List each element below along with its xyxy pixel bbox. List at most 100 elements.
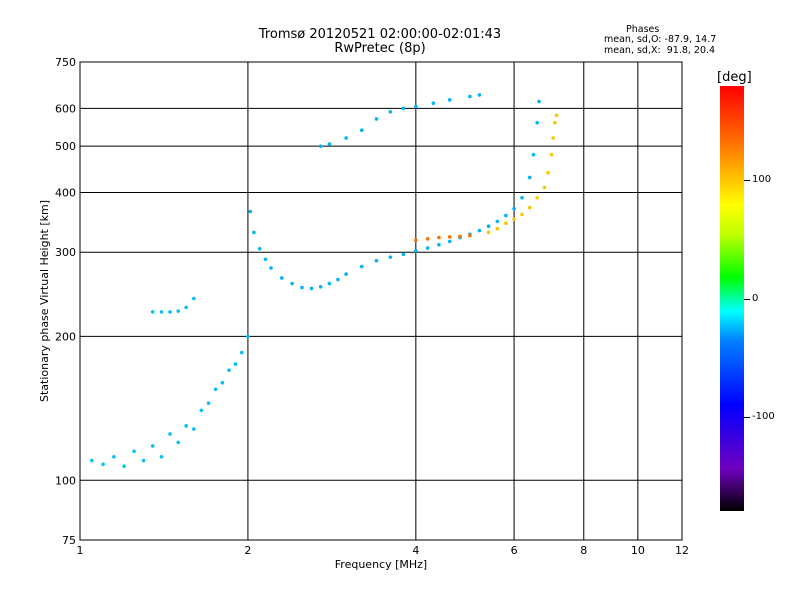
data-point (520, 212, 524, 217)
data-point (192, 296, 196, 301)
data-point (477, 228, 482, 233)
data-point (401, 106, 406, 111)
x-tick-label: 12 (675, 544, 689, 557)
data-point (248, 209, 253, 214)
plot-grid (80, 62, 682, 540)
data-point (176, 309, 181, 313)
data-point (359, 128, 364, 132)
data-point (414, 238, 418, 242)
data-point (549, 152, 554, 157)
data-point (486, 224, 491, 229)
data-point (159, 310, 164, 314)
phases-o-stats: mean, sd,O: -87.9, 14.7 (604, 34, 717, 45)
data-point (437, 235, 441, 240)
data-point (374, 258, 379, 263)
data-point (531, 152, 536, 157)
data-point (437, 242, 441, 247)
x-tick-label: 2 (244, 544, 251, 557)
phases-x-stats: mean, sd,X: 91.8, 20.4 (604, 45, 716, 56)
y-tick-label: 100 (55, 474, 76, 487)
data-point (168, 310, 172, 314)
data-point (425, 246, 430, 250)
data-point (132, 449, 136, 454)
y-tick-label: 200 (55, 330, 76, 343)
data-point (176, 440, 181, 445)
data-point (504, 221, 508, 226)
colorbar-tick-label: 100 (752, 174, 772, 186)
data-point (318, 284, 323, 289)
y-axis: 75 100 200 300 400 500 600 750 (55, 56, 76, 547)
data-point (206, 401, 211, 405)
data-point (150, 444, 155, 448)
data-point (495, 219, 500, 224)
data-point (504, 213, 508, 218)
data-point (184, 305, 188, 310)
x-tick-label: 10 (631, 544, 645, 557)
colorbar-tick-label: -100 (752, 410, 775, 422)
data-point (537, 99, 541, 104)
data-point (290, 281, 294, 286)
colorbar-tick (744, 416, 750, 418)
data-point (90, 458, 94, 463)
y-tick-label: 750 (55, 56, 76, 69)
data-point (527, 175, 532, 180)
x-tick-label: 1 (77, 544, 84, 557)
data-point (150, 310, 155, 314)
data-point (554, 113, 559, 118)
y-tick-label: 75 (62, 534, 76, 547)
data-point (101, 462, 105, 467)
colorbar-tick (744, 180, 750, 182)
data-point (546, 170, 550, 175)
y-tick-label: 300 (55, 246, 76, 259)
data-point (447, 98, 452, 102)
data-point (220, 380, 225, 385)
data-point (327, 142, 332, 146)
data-point (512, 206, 516, 211)
chart-subtitle: RwPretec (8p) (334, 41, 426, 56)
data-point (192, 427, 196, 431)
data-point (344, 136, 348, 140)
x-tick-label: 8 (580, 544, 587, 557)
data-point (447, 239, 452, 244)
data-point (227, 368, 231, 372)
data-point (447, 235, 452, 239)
data-point (213, 387, 218, 392)
plot-frame (79, 61, 683, 541)
data-point (512, 217, 516, 221)
data-point (431, 101, 436, 105)
x-axis-label: Frequency [MHz] (335, 558, 427, 571)
data-point (535, 120, 539, 125)
data-point (199, 408, 204, 413)
data-point (414, 104, 418, 109)
data-point (309, 286, 314, 291)
data-point (495, 226, 500, 231)
y-tick-label: 500 (55, 140, 76, 153)
phases-title: Phases (626, 24, 660, 35)
colorbar-tick-label: 0 (752, 292, 759, 304)
data-point (112, 454, 116, 459)
x-tick-label: 4 (412, 544, 419, 557)
data-point (344, 272, 348, 276)
data-point (300, 285, 304, 290)
colorbar-unit-label: [deg] (717, 70, 752, 85)
data-point (239, 350, 244, 355)
data-point (527, 205, 532, 210)
data-point (336, 277, 340, 282)
data-point (477, 93, 482, 97)
data-point (468, 233, 472, 238)
y-tick-label: 600 (55, 102, 76, 115)
data-point (535, 195, 539, 200)
colorbar-tick (744, 298, 750, 300)
data-point (184, 424, 188, 428)
data-point (520, 195, 524, 200)
data-point (374, 117, 379, 121)
x-tick-label: 6 (511, 544, 518, 557)
chart-title: Tromsø 20120521 02:00:00-02:01:43 (258, 27, 502, 42)
data-point (246, 334, 250, 339)
data-point (279, 276, 284, 280)
data-point (141, 458, 146, 463)
data-point (168, 432, 172, 436)
data-point (263, 257, 268, 262)
data-point (269, 266, 273, 270)
